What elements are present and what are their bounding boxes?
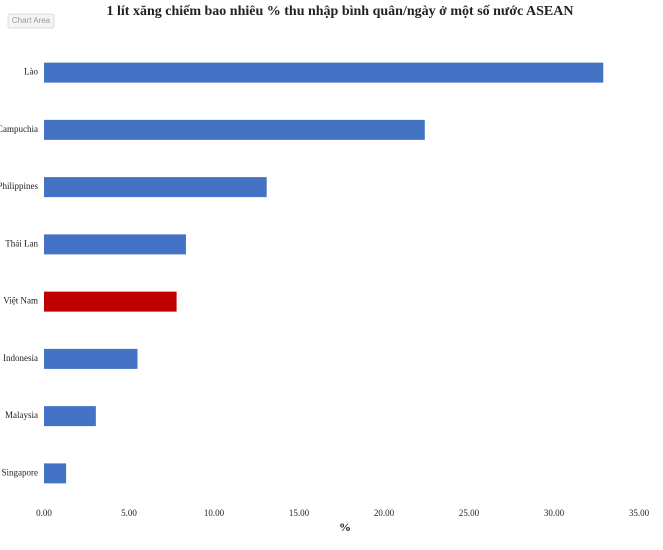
x-tick-label: 25.00: [459, 508, 480, 518]
bar: [44, 463, 67, 484]
y-tick-label: Campuchia: [0, 124, 38, 134]
x-tick-label: 20.00: [374, 508, 395, 518]
bar: [44, 291, 177, 312]
bar: [44, 62, 604, 83]
y-tick-label: Việt Nam: [3, 296, 38, 306]
bar: [44, 406, 96, 427]
x-tick-label: 10.00: [204, 508, 225, 518]
x-tick-label: 15.00: [289, 508, 310, 518]
y-tick-label: Thái Lan: [5, 238, 38, 248]
y-tick-label: Indonesia: [3, 353, 38, 363]
y-tick-label: Malaysia: [5, 410, 38, 420]
x-tick-label: 5.00: [121, 508, 137, 518]
x-tick-label: 30.00: [544, 508, 565, 518]
chart-title: 1 lít xăng chiếm bao nhiêu % thu nhập bì…: [107, 4, 574, 19]
bar: [44, 119, 425, 140]
x-tick-label: 35.00: [629, 508, 650, 518]
bar: [44, 177, 267, 198]
x-tick-label: 0.00: [36, 508, 52, 518]
bar: [44, 348, 138, 369]
y-tick-label: Singapore: [2, 467, 39, 477]
x-axis-label: %: [339, 520, 351, 534]
y-tick-label: Philippines: [0, 181, 38, 191]
tooltip: Chart Area: [12, 16, 51, 25]
bar: [44, 234, 186, 255]
y-tick-label: Lào: [24, 67, 38, 77]
tooltip-box: [7, 13, 55, 29]
